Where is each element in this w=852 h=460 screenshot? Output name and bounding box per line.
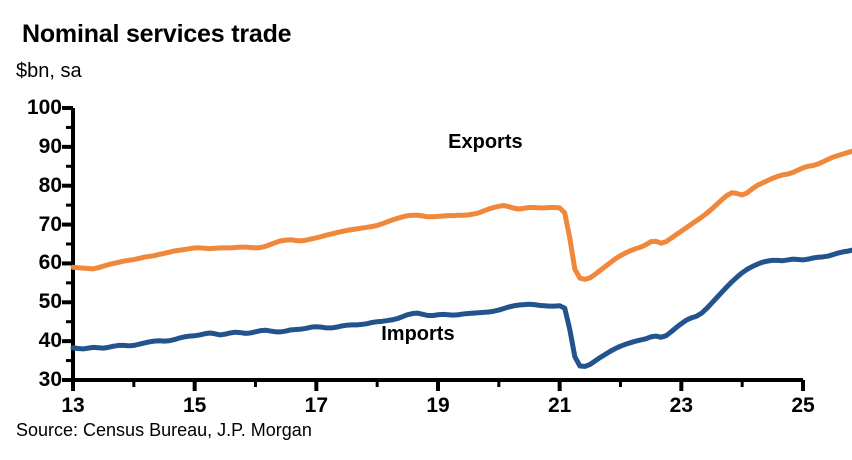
x-axis-tick-label: 25 [791,394,815,417]
series-line-imports [70,247,852,369]
y-axis-tick-label: 50 [38,290,62,314]
chart-title: Nominal services trade [22,20,292,48]
y-axis-tick-label: 100 [26,96,62,119]
x-axis-tick-label: 13 [61,394,85,417]
x-axis-tick-label: 17 [304,394,328,417]
series-line-exports [70,148,852,282]
y-axis-tick-label: 40 [38,329,62,353]
y-axis-tick-label: 80 [38,173,62,197]
x-axis-tick-label: 23 [669,394,693,417]
chart-units-label: $bn, sa [16,60,82,82]
series-annotation-exports: Exports [448,130,523,153]
y-axis-tick-label: 60 [38,251,62,275]
series-lines [70,148,852,369]
y-axis-tick-label: 30 [38,368,62,391]
y-axis-tick-label: 70 [38,212,62,236]
chart-source-note: Source: Census Bureau, J.P. Morgan [16,420,312,440]
series-annotation-imports: Imports [381,323,455,346]
x-axis-tick-label: 15 [182,394,207,417]
x-axis-tick-label: 21 [547,394,572,417]
y-axis-tick-label: 90 [38,134,62,158]
x-axis-tick-label: 19 [426,394,450,417]
axis-lines [62,106,805,391]
